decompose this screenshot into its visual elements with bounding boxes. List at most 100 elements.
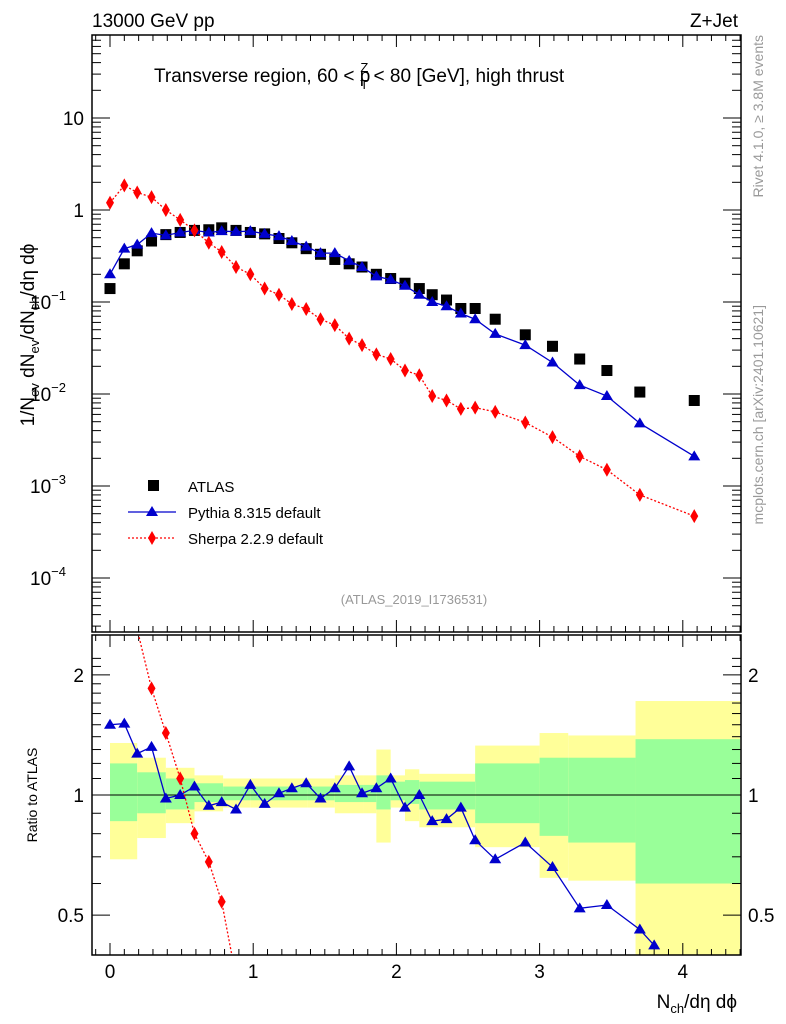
inner-band	[568, 757, 636, 843]
region-title-sub: T	[360, 77, 368, 92]
ratio-point	[272, 787, 285, 798]
data-point-pythia	[633, 417, 646, 428]
ratio-point	[159, 792, 172, 803]
ratio-point	[384, 772, 397, 783]
data-point-sherpa	[358, 338, 367, 353]
ratio-point	[217, 894, 226, 909]
ratio-point	[454, 801, 467, 812]
data-point-atlas	[634, 386, 646, 398]
data-point-atlas	[546, 340, 558, 352]
data-point-pythia	[314, 247, 327, 258]
data-point-pythia	[688, 450, 701, 461]
data-point-pythia	[343, 254, 356, 265]
ratio-point	[118, 717, 131, 728]
legend-marker-pythia	[146, 506, 158, 516]
ratio-point	[131, 747, 144, 758]
data-point-pythia	[454, 307, 467, 318]
data-point-atlas	[426, 289, 438, 301]
ratio-point	[440, 813, 453, 824]
ratio-point	[300, 777, 313, 788]
mcplots-label: mcplots.cern.ch [arXiv:2401.10621]	[750, 305, 766, 524]
data-point-pythia	[202, 226, 215, 237]
ratio-line	[137, 635, 233, 955]
data-point-sherpa	[260, 281, 269, 296]
inner-band	[390, 781, 405, 801]
ratio-line	[109, 722, 655, 946]
data-point-pythia	[145, 227, 158, 238]
ratio-point	[174, 789, 187, 799]
inner-band	[635, 739, 741, 884]
data-point-pythia	[546, 356, 559, 367]
data-point-sherpa	[471, 400, 480, 415]
data-point-sherpa	[575, 449, 584, 464]
data-point-sherpa	[400, 363, 409, 378]
data-point-pythia	[398, 279, 411, 290]
data-point-sherpa	[133, 185, 142, 200]
x-tick-label: 3	[534, 962, 545, 983]
data-point-sherpa	[521, 415, 530, 430]
data-point-pythia	[244, 225, 257, 236]
data-point-sherpa	[428, 389, 437, 404]
series-line-triangle	[109, 229, 695, 457]
legend-label-atlas: ATLAS	[188, 479, 234, 496]
data-point-pythia	[573, 379, 586, 390]
ratio-y-tick-label-right: 1	[748, 786, 759, 807]
ratio-point	[258, 797, 271, 808]
inner-band	[110, 763, 138, 822]
x-tick-label: 4	[678, 962, 689, 983]
data-point-sherpa	[161, 203, 170, 217]
data-point-pythia	[328, 247, 341, 258]
ratio-y-tick-label-right: 2	[748, 666, 759, 687]
data-point-sherpa	[491, 404, 500, 419]
ratio-point	[426, 815, 439, 826]
x-tick-label: 2	[391, 962, 402, 983]
data-point-sherpa	[442, 393, 451, 408]
ratio-point	[648, 939, 661, 950]
ratio-point	[176, 771, 185, 786]
data-point-atlas	[469, 302, 481, 314]
ratio-y-tick-label: 0.5	[58, 906, 84, 927]
data-point-atlas	[118, 258, 130, 270]
data-point-sherpa	[217, 244, 226, 259]
data-point-atlas	[104, 283, 116, 295]
data-point-sherpa	[330, 318, 339, 333]
ratio-point	[202, 799, 215, 810]
inner-band	[475, 763, 540, 824]
inner-band	[194, 783, 224, 803]
y-tick-label: 10	[63, 109, 84, 130]
ratio-point	[546, 861, 559, 872]
data-point-atlas	[574, 353, 586, 365]
data-point-sherpa	[415, 368, 424, 383]
data-point-sherpa	[372, 347, 381, 362]
ratio-point	[398, 801, 411, 812]
data-point-pythia	[489, 327, 502, 338]
data-point-pythia	[230, 225, 243, 236]
region-title-sup: Z	[360, 60, 368, 75]
ratio-point	[519, 836, 532, 847]
ratio-point	[188, 780, 201, 791]
analysis-id: (ATLAS_2019_I1736531)	[341, 592, 487, 607]
data-point-pythia	[600, 390, 613, 401]
ratio-point	[215, 796, 228, 807]
ratio-point	[285, 782, 298, 793]
ratio-point	[204, 854, 213, 869]
ratio-point	[190, 826, 199, 841]
data-point-sherpa	[602, 462, 611, 477]
data-point-atlas	[601, 365, 613, 377]
data-point-pythia	[300, 240, 313, 251]
data-point-sherpa	[302, 301, 311, 316]
inner-band	[539, 757, 569, 836]
y-tick-label: 10−4	[30, 564, 66, 590]
ratio-point	[370, 782, 383, 793]
data-point-pythia	[131, 238, 144, 249]
rivet-label: Rivet 4.1.0, ≥ 3.8M events	[750, 35, 766, 198]
data-point-pythia	[519, 339, 532, 350]
data-point-sherpa	[176, 212, 185, 227]
data-point-pythia	[413, 288, 426, 299]
inner-band	[376, 775, 391, 810]
ratio-point	[244, 778, 257, 789]
ratio-point	[104, 718, 116, 729]
data-point-atlas	[441, 294, 453, 306]
data-point-pythia	[285, 235, 298, 246]
ratio-point	[413, 789, 426, 799]
